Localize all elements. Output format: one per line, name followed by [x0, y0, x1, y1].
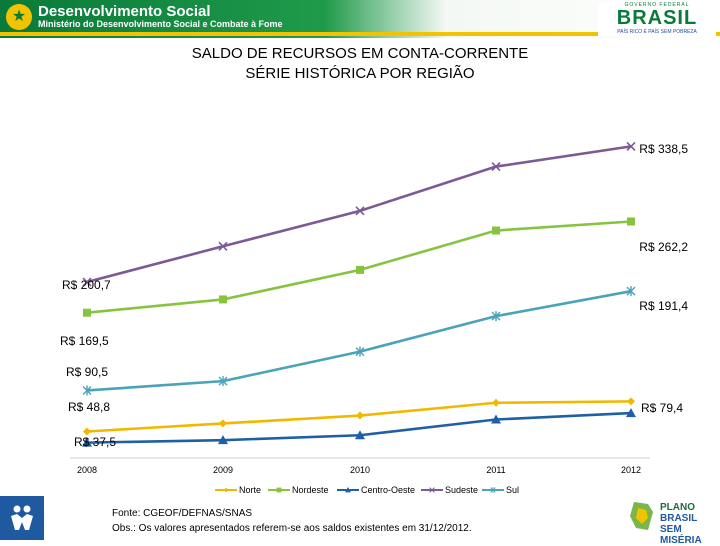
data-point	[218, 435, 228, 445]
data-point	[491, 414, 501, 424]
legend-marker	[276, 487, 282, 493]
plan-logo: PLANO BRASIL SEM MISÉRIA	[624, 496, 714, 546]
data-label: R$ 191,4	[639, 299, 688, 313]
chart-title-line-2: SÉRIE HISTÓRICA POR REGIÃO	[245, 65, 475, 82]
data-point	[626, 286, 636, 297]
x-tick-label: 2009	[213, 465, 233, 475]
data-point	[82, 437, 92, 447]
header-stripe	[0, 32, 720, 36]
data-point	[219, 295, 227, 304]
brand-subtitle: Ministério do Desenvolvimento Social e C…	[38, 19, 283, 29]
source-text: Fonte: CGEOF/DEFNAS/SNAS	[112, 508, 253, 519]
ministry-logo	[0, 496, 44, 540]
government-logo: GOVERNO FEDERAL BRASIL PAÍS RICO É PAÍS …	[598, 2, 716, 36]
data-point	[82, 385, 92, 396]
data-point	[218, 376, 228, 387]
data-point	[356, 265, 364, 274]
data-label: R$ 79,4	[641, 401, 683, 415]
plan-logo-line-2: BRASIL	[660, 513, 698, 524]
data-point	[626, 141, 636, 151]
series-line	[86, 145, 632, 284]
data-label: R$ 37,5	[74, 435, 116, 449]
government-logo-top: GOVERNO FEDERAL	[624, 2, 690, 8]
legend-label: Norte	[239, 485, 261, 495]
data-label: R$ 169,5	[60, 334, 109, 348]
series-line	[86, 289, 632, 392]
legend-marker	[429, 487, 435, 493]
map-emblem-icon	[630, 502, 653, 530]
data-point	[355, 430, 365, 440]
legend-marker	[490, 487, 496, 494]
data-point	[492, 226, 500, 235]
footer-note: Fonte: CGEOF/DEFNAS/SNAS Obs.: Os valore…	[112, 506, 472, 536]
legend-label: Nordeste	[292, 485, 329, 495]
brand-title: Desenvolvimento Social	[38, 3, 211, 20]
data-label: R$ 200,7	[62, 278, 111, 292]
data-point	[356, 411, 364, 420]
legend-marker	[223, 487, 229, 493]
data-point	[491, 311, 501, 322]
data-point	[492, 398, 500, 407]
observation-text: Obs.: Os valores apresentados referem-se…	[112, 523, 472, 534]
data-label: R$ 90,5	[66, 365, 108, 379]
star-icon: ★	[6, 4, 32, 30]
legend-marker	[345, 487, 351, 493]
data-label: R$ 48,8	[68, 400, 110, 414]
data-point	[355, 346, 365, 357]
data-point	[627, 397, 635, 406]
people-icon	[11, 505, 33, 530]
chart-title-line-1: SALDO DE RECURSOS EM CONTA-CORRENTE	[191, 45, 529, 62]
data-label: R$ 338,5	[639, 142, 688, 156]
data-point	[218, 241, 228, 251]
data-point	[83, 308, 91, 317]
legend-label: Sudeste	[445, 485, 478, 495]
data-point	[491, 162, 501, 172]
x-tick-label: 2012	[621, 465, 641, 475]
data-point	[83, 427, 91, 436]
data-label: R$ 262,2	[639, 240, 688, 254]
header-banner: ★ Desenvolvimento Social Ministério do D…	[0, 0, 720, 38]
data-point	[355, 206, 365, 216]
x-tick-label: 2011	[486, 465, 505, 475]
data-point	[82, 277, 92, 287]
government-logo-slogan: PAÍS RICO É PAÍS SEM POBREZA	[617, 29, 697, 35]
data-point	[626, 408, 636, 418]
data-point	[627, 217, 635, 226]
legend-label: Sul	[506, 485, 519, 495]
government-logo-word: BRASIL	[616, 7, 698, 29]
x-tick-label: 2008	[77, 465, 97, 475]
x-tick-label: 2010	[350, 465, 370, 475]
plan-logo-line-1: PLANO	[660, 502, 695, 513]
data-point	[219, 419, 227, 428]
plan-logo-line-3: SEM MISÉRIA	[660, 524, 702, 546]
legend-label: Centro-Oeste	[361, 485, 415, 495]
chart-title: SALDO DE RECURSOS EM CONTA-CORRENTE SÉRI…	[120, 44, 600, 84]
